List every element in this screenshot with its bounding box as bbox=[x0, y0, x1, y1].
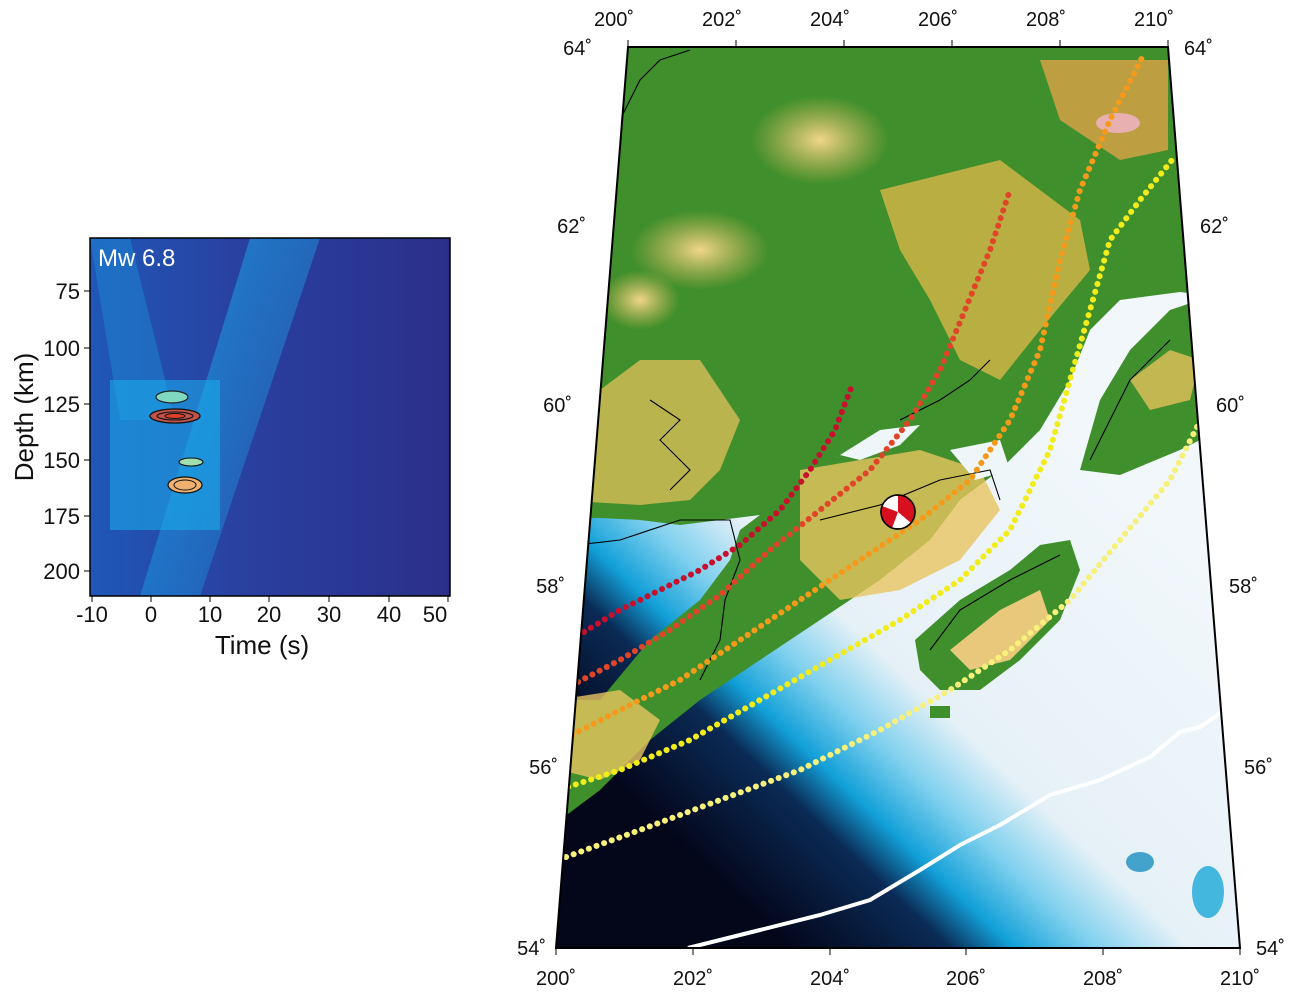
x-tick-label: 40 bbox=[377, 602, 401, 627]
lat-tick-label: 58˚ bbox=[1229, 576, 1258, 598]
lat-tick-label: 58˚ bbox=[536, 576, 565, 598]
slab-contour-pale-yellow bbox=[563, 422, 1201, 860]
lon-tick-label: 202˚ bbox=[673, 968, 713, 990]
map-top-axis: 200˚ 202˚ 204˚ 206˚ 208˚ 210˚ bbox=[594, 9, 1174, 47]
lon-tick-label: 204˚ bbox=[810, 9, 850, 31]
mainland-highland bbox=[600, 270, 680, 330]
x-tick-label: 30 bbox=[317, 602, 341, 627]
inset-magnitude-label: Mw 6.8 bbox=[98, 245, 175, 272]
inset-y-axis: 75 100 125 150 175 200 Depth (km) bbox=[9, 279, 90, 584]
lat-tick-label: 56˚ bbox=[1244, 757, 1273, 779]
lon-tick-label: 200˚ bbox=[594, 9, 634, 31]
map-right-axis: 64˚ 62˚ 60˚ 58˚ 56˚ 54˚ bbox=[1184, 38, 1285, 960]
coastline bbox=[649, 399, 691, 491]
y-tick-label: 200 bbox=[43, 559, 80, 584]
inset-contour bbox=[164, 413, 186, 419]
inlet bbox=[950, 440, 1010, 480]
slab-contour-yellow bbox=[565, 157, 1175, 790]
lat-tick-label: 60˚ bbox=[543, 395, 572, 417]
lon-tick-label: 202˚ bbox=[702, 9, 742, 31]
seafloor-feature bbox=[1192, 866, 1224, 918]
mainland-highland bbox=[556, 360, 740, 505]
lat-tick-label: 62˚ bbox=[557, 216, 586, 238]
lat-tick-label: 64˚ bbox=[1184, 38, 1213, 60]
x-tick-label: 0 bbox=[145, 602, 157, 627]
beachball-icon bbox=[880, 494, 916, 530]
map-bottom-axis: 200˚ 202˚ 204˚ 206˚ 208˚ 210˚ bbox=[536, 948, 1260, 990]
y-tick-label: 125 bbox=[43, 392, 80, 417]
lon-tick-label: 208˚ bbox=[1083, 968, 1123, 990]
inset-contour bbox=[178, 457, 204, 467]
inset-contour bbox=[155, 390, 189, 404]
lat-tick-label: 56˚ bbox=[529, 757, 558, 779]
lon-tick-label: 204˚ bbox=[810, 968, 850, 990]
kenai-highland bbox=[1130, 350, 1200, 410]
inset-contour bbox=[167, 476, 203, 494]
lon-tick-label: 208˚ bbox=[1026, 9, 1066, 31]
coastline bbox=[929, 554, 1061, 651]
trench-line bbox=[687, 710, 1224, 948]
mainland-highland bbox=[750, 95, 890, 185]
inset-panel: Mw 6.8 75 100 125 150 175 200 Depth (km) bbox=[9, 237, 451, 660]
x-tick-label: 50 bbox=[423, 602, 447, 627]
coastline bbox=[619, 49, 691, 121]
mainland-highland bbox=[1040, 60, 1168, 160]
x-tick-label: 10 bbox=[198, 602, 222, 627]
coastlines bbox=[559, 49, 1171, 681]
y-tick-label: 150 bbox=[43, 448, 80, 473]
x-tick-label: -10 bbox=[76, 602, 108, 627]
inset-contour bbox=[156, 411, 194, 421]
mainland-peak bbox=[1096, 113, 1140, 133]
y-axis-label: Depth (km) bbox=[9, 353, 39, 482]
inset-contour bbox=[173, 479, 197, 491]
lat-tick-label: 64˚ bbox=[563, 38, 592, 60]
y-tick-label: 175 bbox=[43, 504, 80, 529]
coastline bbox=[1089, 339, 1171, 461]
lat-tick-label: 54˚ bbox=[1256, 938, 1285, 960]
small-island bbox=[930, 706, 950, 718]
peninsula-highland bbox=[556, 690, 660, 780]
lat-tick-label: 62˚ bbox=[1200, 216, 1229, 238]
y-tick-label: 75 bbox=[56, 279, 80, 304]
x-axis-label: Time (s) bbox=[215, 630, 309, 660]
slab-contour-orange bbox=[569, 49, 1148, 738]
lat-tick-label: 54˚ bbox=[517, 938, 546, 960]
inset-frame bbox=[89, 237, 451, 597]
lon-tick-label: 200˚ bbox=[536, 968, 576, 990]
mainland-highland bbox=[880, 160, 1090, 380]
y-tick-label: 100 bbox=[43, 336, 80, 361]
slab-contour-red bbox=[581, 385, 854, 635]
kodiak-highland bbox=[950, 590, 1050, 670]
seafloor-feature bbox=[1126, 852, 1154, 872]
lat-tick-label: 60˚ bbox=[1216, 395, 1245, 417]
inlet bbox=[840, 425, 920, 460]
coastline bbox=[819, 469, 1001, 521]
x-tick-label: 20 bbox=[257, 602, 281, 627]
lon-tick-label: 210˚ bbox=[1220, 968, 1260, 990]
lon-tick-label: 206˚ bbox=[946, 968, 986, 990]
map-left-axis: 64˚ 62˚ 60˚ 58˚ 56˚ 54˚ bbox=[517, 38, 592, 960]
inset-x-axis: -10 0 10 20 30 40 50 Time (s) bbox=[76, 596, 449, 660]
lon-tick-label: 206˚ bbox=[918, 9, 958, 31]
inset-bright-zone bbox=[110, 380, 220, 530]
inset-energy-band-left bbox=[90, 238, 175, 420]
mainland-highland bbox=[630, 210, 770, 290]
slab-contour-orange-red bbox=[575, 187, 1013, 685]
lon-tick-label: 210˚ bbox=[1134, 9, 1174, 31]
coastline bbox=[559, 519, 741, 681]
coastline bbox=[899, 359, 991, 421]
map-panel: 200˚ 202˚ 204˚ 206˚ 208˚ 210˚ 200˚ 202˚ … bbox=[517, 9, 1285, 990]
